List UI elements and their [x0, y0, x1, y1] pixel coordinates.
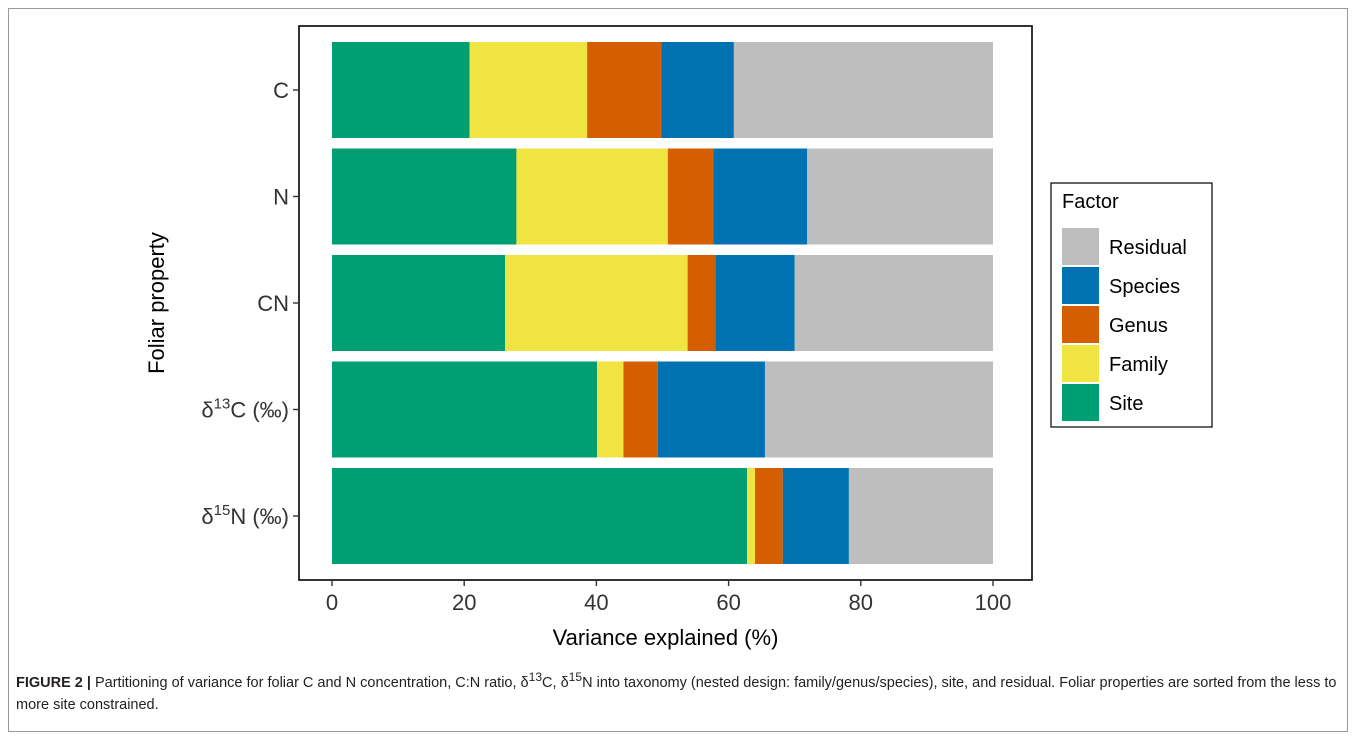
bar-segment-residual-4: [764, 361, 993, 458]
x-tick-label: 40: [584, 590, 608, 615]
caption-sup-b: 15: [568, 670, 583, 684]
legend-label-family: Family: [1109, 354, 1168, 376]
y-tick-label: N: [273, 185, 289, 210]
bar-segment-site-4: [332, 361, 598, 458]
bar-segment-family-3: [505, 255, 688, 351]
bar-segment-site-3: [332, 255, 506, 351]
caption-text-a: Partitioning of variance for foliar C an…: [90, 674, 529, 691]
legend: Factor Residual Species Genus Family Site: [1050, 182, 1213, 428]
bar-segment-genus-1: [587, 42, 662, 138]
bar-segment-residual-5: [848, 468, 993, 564]
y-tick-label: CN: [257, 291, 289, 316]
bar-segment-genus-4: [623, 361, 658, 458]
bars-layer: [332, 42, 993, 564]
x-tick-label: 60: [716, 590, 740, 615]
bar-segment-site-2: [332, 148, 517, 245]
bar-segment-residual-1: [733, 42, 993, 138]
bar-segment-species-2: [713, 148, 808, 245]
bar-segment-genus-5: [755, 468, 783, 564]
x-tick-label: 20: [452, 590, 476, 615]
legend-label-site: Site: [1109, 393, 1143, 415]
legend-label-genus: Genus: [1109, 315, 1168, 337]
x-tick-label: 0: [326, 590, 338, 615]
x-axis-title: Variance explained (%): [553, 625, 779, 650]
legend-title: Factor: [1062, 191, 1119, 213]
legend-swatch-species: [1062, 267, 1099, 304]
legend-swatch-site: [1062, 384, 1099, 421]
caption-text-c: N into taxonomy (nested design: family/g…: [16, 674, 1337, 713]
y-axis-title: Foliar property: [144, 232, 169, 374]
bar-segment-site-1: [332, 42, 470, 138]
bar-segment-species-5: [782, 468, 849, 564]
y-tick-label: δ13C (‰): [201, 396, 289, 423]
bar-segment-species-4: [657, 361, 765, 458]
x-axis: 0 20 40 60 80 100: [326, 580, 1011, 615]
bar-segment-family-2: [516, 148, 668, 245]
legend-swatch-genus: [1062, 306, 1099, 343]
bar-segment-genus-3: [687, 255, 716, 351]
bar-segment-residual-3: [794, 255, 993, 351]
bar-segment-family-5: [747, 468, 756, 564]
legend-swatch-residual: [1062, 228, 1099, 265]
bar-segment-residual-2: [807, 148, 993, 245]
bar-segment-species-1: [661, 42, 734, 138]
bar-segment-genus-2: [667, 148, 714, 245]
y-tick-label: C: [273, 78, 289, 103]
x-tick-label: 80: [849, 590, 873, 615]
caption-label: FIGURE 2 |: [16, 674, 91, 691]
bar-segment-family-4: [597, 361, 624, 458]
caption-sup-a: 13: [528, 670, 543, 684]
figure-frame: [8, 8, 1348, 732]
x-tick-label: 100: [975, 590, 1012, 615]
bar-segment-site-5: [332, 468, 748, 564]
legend-swatch-family: [1062, 345, 1099, 382]
legend-label-residual: Residual: [1109, 237, 1187, 259]
bar-segment-family-1: [469, 42, 588, 138]
legend-items: Residual Species Genus Family Site: [1062, 228, 1187, 421]
caption-text-b: C, δ: [542, 674, 569, 691]
figure-caption: FIGURE 2 | Partitioning of variance for …: [16, 666, 1341, 716]
legend-label-species: Species: [1109, 276, 1180, 298]
y-tick-label: δ15N (‰): [201, 502, 289, 529]
bar-segment-species-3: [715, 255, 795, 351]
